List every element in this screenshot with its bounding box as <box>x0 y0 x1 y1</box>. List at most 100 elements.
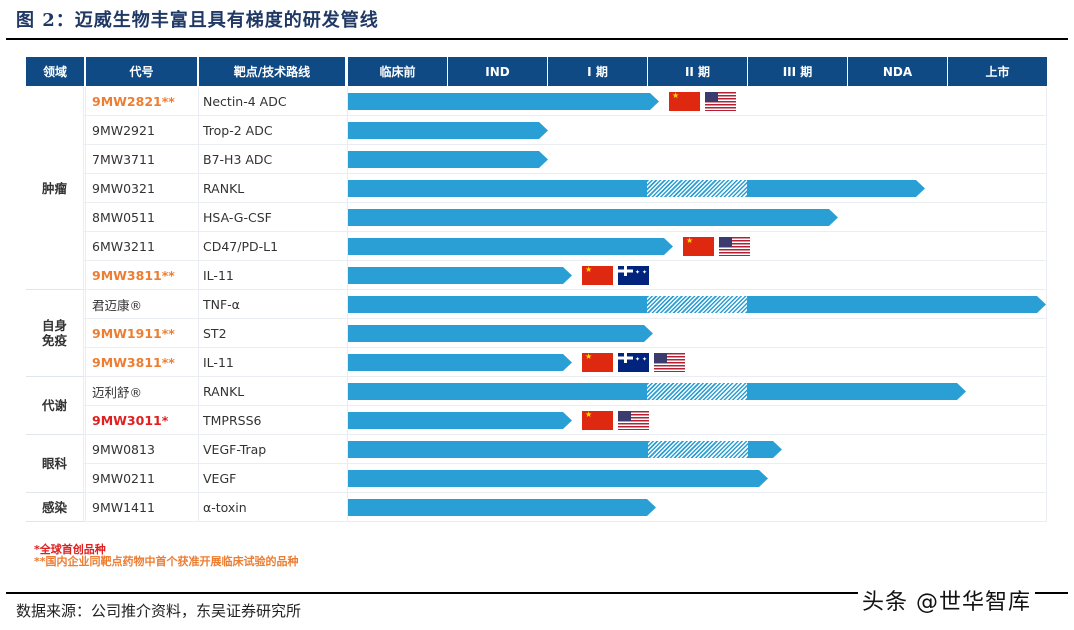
drug-code: 7MW3711 <box>92 151 155 167</box>
drug-code: 6MW3211 <box>92 238 155 254</box>
drug-code: 君迈康® <box>92 297 143 313</box>
header-ind: IND <box>448 57 547 86</box>
watermark: 头条 @世华智库 <box>858 584 1035 616</box>
drug-code: 9MW1911** <box>92 325 175 341</box>
progress-bar <box>348 122 548 139</box>
drug-code: 9MW0321 <box>92 180 155 196</box>
header-nda: NDA <box>848 57 947 86</box>
header-phase3: III 期 <box>748 57 847 86</box>
header-target: 靶点/技术路线 <box>199 57 345 86</box>
pipeline-row: 9MW3811** IL-11 <box>26 348 1047 377</box>
drug-target: Nectin-4 ADC <box>203 93 287 109</box>
drug-target: VEGF-Trap <box>203 441 267 457</box>
hatched-phase-segment <box>647 180 747 197</box>
pipeline-row: 9MW2921 Trop-2 ADC <box>26 116 1047 145</box>
china-flag-icon <box>582 352 613 372</box>
pipeline-row: 8MW0511 HSA-G-CSF <box>26 203 1047 232</box>
progress-bar <box>348 499 656 516</box>
source-note: 数据来源：公司推介资料，东吴证券研究所 <box>16 602 302 620</box>
drug-target: HSA-G-CSF <box>203 209 272 225</box>
pipeline-row: 9MW3811** IL-11 <box>26 261 1047 290</box>
drug-code: 9MW1411 <box>92 499 155 515</box>
header-phase1: I 期 <box>548 57 647 86</box>
drug-code: 9MW3811** <box>92 267 175 283</box>
drug-target: ST2 <box>203 325 227 341</box>
drug-code: 9MW0211 <box>92 470 155 486</box>
domain-cell: 肿瘤 <box>26 87 84 290</box>
drug-code: 9MW3011* <box>92 412 169 428</box>
usa-flag-icon <box>618 411 649 430</box>
drug-code: 8MW0511 <box>92 209 155 225</box>
pipeline-row: 9MW1911** ST2 <box>26 319 1047 348</box>
pipeline-row: 9MW2821** Nectin-4 ADC <box>26 87 1047 116</box>
china-flag-icon <box>582 410 613 430</box>
drug-target: CD47/PD-L1 <box>203 238 279 254</box>
domain-cell: 眼科 <box>26 435 84 493</box>
footnote-first-in-class: *全球首创品种 <box>34 543 106 556</box>
drug-target: B7-H3 ADC <box>203 151 273 167</box>
pipeline-row: 9MW1411 α-toxin <box>26 493 1047 522</box>
progress-bar <box>348 151 548 168</box>
progress-bar <box>348 180 925 197</box>
drug-code: 9MW2921 <box>92 122 155 138</box>
footnotes: *全球首创品种 **国内企业同靶点药物中首个获准开展临床试验的品种 <box>34 544 299 568</box>
drug-code: 9MW3811** <box>92 354 175 370</box>
pipeline-row: 9MW0211 VEGF <box>26 464 1047 493</box>
pipeline-row: 迈利舒® RANKL <box>26 377 1047 406</box>
australia-flag-icon <box>618 353 649 372</box>
drug-target: VEGF <box>203 470 237 486</box>
domain-cell: 自身免疫 <box>26 290 84 377</box>
pipeline-row: 6MW3211 CD47/PD-L1 <box>26 232 1047 261</box>
progress-bar <box>348 93 659 110</box>
pipeline-row: 君迈康® TNF-α <box>26 290 1047 319</box>
china-flag-icon <box>582 265 613 285</box>
domain-label: 自身免疫 <box>41 318 67 348</box>
progress-bar <box>348 325 653 342</box>
column-divider <box>85 87 86 522</box>
drug-code: 9MW2821** <box>92 93 175 109</box>
table-right-border <box>1046 87 1047 522</box>
bottom-rule <box>6 592 1068 594</box>
column-divider <box>198 87 199 522</box>
figure-title: 图 2：迈威生物丰富且具有梯度的研发管线 <box>16 10 379 31</box>
domain-cell: 感染 <box>26 493 84 522</box>
drug-code: 9MW0813 <box>92 441 155 457</box>
progress-bar <box>348 238 673 255</box>
top-rule <box>6 38 1068 40</box>
usa-flag-icon <box>654 353 685 372</box>
column-divider <box>347 87 348 522</box>
footnote-first-domestic: **国内企业同靶点药物中首个获准开展临床试验的品种 <box>34 555 299 568</box>
progress-bar <box>348 354 572 371</box>
hatched-phase-segment <box>647 383 747 400</box>
hatched-phase-segment <box>647 296 747 313</box>
domain-label: 代谢 <box>41 398 67 413</box>
pipeline-row: 7MW3711 B7-H3 ADC <box>26 145 1047 174</box>
pipeline-row: 9MW0321 RANKL <box>26 174 1047 203</box>
usa-flag-icon <box>719 237 750 256</box>
drug-target: TNF-α <box>203 296 240 312</box>
header-code: 代号 <box>86 57 197 86</box>
progress-bar <box>348 470 768 487</box>
drug-target: RANKL <box>203 383 245 399</box>
drug-target: α-toxin <box>203 499 247 515</box>
progress-bar <box>348 209 838 226</box>
drug-target: IL-11 <box>203 267 234 283</box>
drug-target: RANKL <box>203 180 245 196</box>
header-phase2: II 期 <box>648 57 747 86</box>
domain-label: 眼科 <box>41 456 67 471</box>
header-marketed: 上市 <box>948 57 1047 86</box>
domain-cell: 代谢 <box>26 377 84 435</box>
australia-flag-icon <box>618 266 649 285</box>
usa-flag-icon <box>705 92 736 111</box>
domain-label: 肿瘤 <box>41 180 67 196</box>
header-preclinical: 临床前 <box>348 57 447 86</box>
drug-target: TMPRSS6 <box>203 412 262 428</box>
pipeline-row: 9MW3011* TMPRSS6 <box>26 406 1047 435</box>
hatched-phase-segment <box>648 441 748 458</box>
pipeline-row: 9MW0813 VEGF-Trap <box>26 435 1047 464</box>
progress-bar <box>348 267 572 284</box>
drug-target: Trop-2 ADC <box>203 122 273 138</box>
header-domain: 领域 <box>26 57 84 86</box>
progress-bar <box>348 412 572 429</box>
drug-target: IL-11 <box>203 354 234 370</box>
